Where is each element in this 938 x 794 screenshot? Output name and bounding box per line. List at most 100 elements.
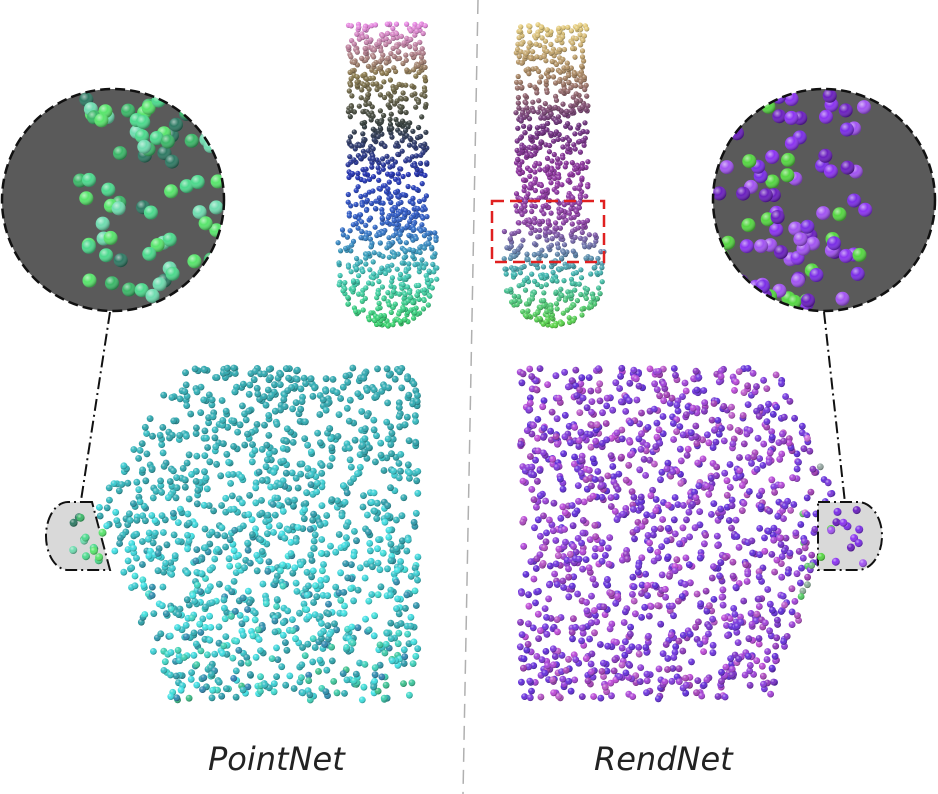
point-shade: [359, 120, 365, 126]
point-shade: [282, 469, 290, 477]
point-shade: [353, 187, 359, 194]
point-shade: [217, 472, 225, 480]
point-shade: [185, 519, 193, 527]
point-shade: [343, 534, 350, 541]
point-shade: [150, 610, 158, 617]
point-shade: [342, 560, 350, 567]
point-shade: [282, 681, 290, 689]
point-shade: [199, 287, 214, 302]
point-shade: [278, 663, 286, 671]
point-shade: [383, 418, 391, 426]
point-shade: [286, 672, 294, 680]
point-shade: [370, 126, 376, 132]
point-shade: [244, 587, 252, 595]
point-shade: [182, 369, 189, 377]
point-shade: [406, 232, 412, 238]
point-shade: [327, 542, 334, 550]
point-shade: [386, 254, 392, 260]
point-shade: [396, 311, 402, 317]
point-shade: [418, 160, 424, 166]
point-shade: [274, 656, 282, 663]
point-shade: [349, 639, 357, 647]
point-shade: [139, 466, 147, 474]
point-shade: [376, 278, 382, 285]
point-shade: [427, 235, 433, 241]
point-shade: [345, 109, 351, 115]
point-shade: [200, 674, 208, 682]
point-shade: [289, 405, 296, 413]
point-shade: [315, 668, 322, 675]
point-shade: [103, 522, 111, 530]
point-shade: [384, 502, 392, 510]
point-shade: [197, 647, 205, 655]
point-shade: [262, 600, 270, 608]
point-shade: [388, 293, 394, 299]
point-shade: [346, 44, 352, 50]
point-shade: [181, 483, 189, 491]
point-shade: [414, 292, 420, 298]
point-shade: [245, 511, 253, 518]
point-shade: [182, 621, 190, 629]
point-shade: [340, 589, 348, 596]
point-shade: [120, 462, 128, 470]
point-shade: [403, 547, 411, 555]
point-shade: [365, 626, 373, 634]
point-shade: [343, 404, 351, 412]
point-shade: [281, 534, 289, 542]
point-shade: [148, 592, 156, 599]
point-shade: [255, 636, 263, 643]
point-shade: [420, 30, 426, 37]
point-shade: [386, 235, 392, 241]
point-shade: [376, 195, 382, 201]
point-shade: [395, 171, 401, 177]
point-shade: [311, 384, 318, 392]
point-shade: [345, 417, 353, 425]
point-shade: [174, 646, 182, 654]
point-shade: [329, 376, 337, 383]
point-shade: [393, 605, 400, 612]
point-shade: [183, 596, 191, 604]
point-shade: [354, 255, 360, 262]
point-shade: [425, 230, 431, 236]
point-shade: [314, 479, 321, 487]
point-shade: [279, 507, 287, 515]
point-shade: [140, 582, 148, 589]
point-shade: [419, 114, 425, 120]
point-shade: [405, 171, 411, 178]
point-shade: [203, 485, 211, 493]
point-shade: [378, 64, 384, 70]
point-shade: [95, 553, 104, 562]
point-shade: [422, 93, 428, 99]
point-shade: [370, 75, 376, 81]
point-shade: [347, 479, 354, 486]
point-shade: [424, 160, 430, 166]
point-shade: [389, 125, 395, 131]
point-shade: [201, 427, 209, 435]
point-shade: [301, 652, 309, 659]
point-shade: [343, 522, 350, 530]
point-shade: [416, 296, 422, 302]
point-shade: [294, 366, 301, 374]
point-shade: [421, 233, 427, 239]
point-shade: [346, 456, 354, 464]
point-shade: [203, 139, 218, 153]
point-shade: [326, 631, 333, 638]
point-shade: [103, 230, 118, 245]
point-shade: [339, 670, 347, 677]
point-shade: [190, 175, 205, 189]
point-shade: [363, 387, 371, 394]
point-shade: [366, 230, 372, 236]
point-shade: [393, 143, 399, 149]
point-shade: [310, 510, 317, 518]
point-shade: [337, 395, 344, 402]
point-shade: [69, 546, 78, 554]
point-shade: [402, 316, 408, 322]
point-shade: [301, 435, 309, 442]
point-shade: [265, 366, 273, 373]
point-shade: [160, 134, 175, 149]
point-shade: [179, 465, 187, 472]
point-shade: [413, 235, 419, 242]
point-shade: [350, 597, 357, 605]
point-shade: [577, 149, 584, 155]
point-shade: [279, 445, 287, 452]
